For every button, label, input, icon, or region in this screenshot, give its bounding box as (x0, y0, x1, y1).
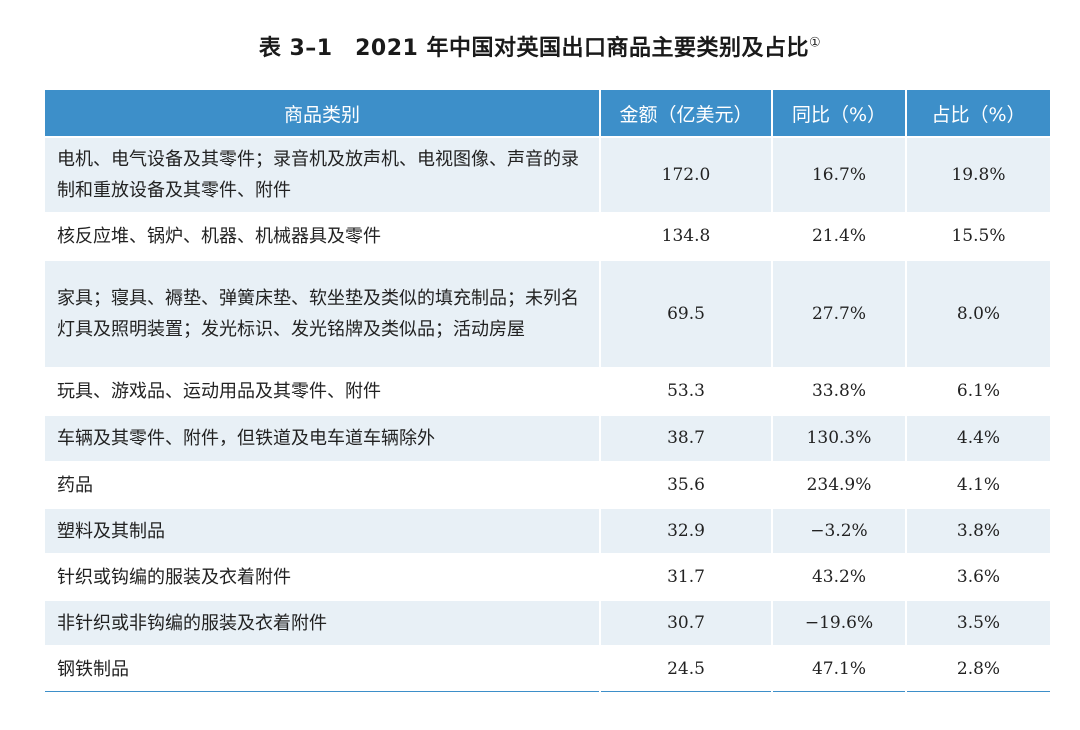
table-row: 针织或钩编的服装及衣着附件 31.7 43.2% 3.6% (45, 553, 1050, 600)
cell-share: 4.1% (905, 461, 1050, 508)
header-share: 占比（%） (905, 90, 1050, 137)
cell-share: 3.8% (905, 507, 1050, 554)
cell-amount: 69.5 (599, 259, 772, 368)
cell-amount: 30.7 (599, 599, 772, 646)
cell-amount: 38.7 (599, 414, 772, 462)
cell-yoy: 16.7% (771, 136, 906, 213)
cell-amount: 134.8 (599, 212, 772, 260)
cell-category: 核反应堆、锅炉、机器、机械器具及零件 (45, 212, 600, 260)
cell-share: 6.1% (905, 367, 1050, 415)
table-row: 玩具、游戏品、运动用品及其零件、附件 53.3 33.8% 6.1% (45, 367, 1050, 415)
header-amount: 金额（亿美元） (599, 90, 772, 137)
cell-category: 车辆及其零件、附件，但铁道及电车道车辆除外 (45, 414, 600, 462)
export-categories-table: 商品类别 金额（亿美元） 同比（%） 占比（%） 电机、电气设备及其零件；录音机… (45, 90, 1050, 692)
cell-category: 非针织或非钩编的服装及衣着附件 (45, 599, 600, 646)
table-row: 非针织或非钩编的服装及衣着附件 30.7 −19.6% 3.5% (45, 599, 1050, 646)
cell-yoy: 130.3% (771, 414, 906, 462)
title-text: 表 3–1 2021 年中国对英国出口商品主要类别及占比 (258, 36, 809, 61)
cell-amount: 35.6 (599, 461, 772, 508)
table-row: 车辆及其零件、附件，但铁道及电车道车辆除外 38.7 130.3% 4.4% (45, 414, 1050, 462)
header-category: 商品类别 (45, 90, 600, 137)
cell-yoy: 234.9% (771, 461, 906, 508)
cell-category: 钢铁制品 (45, 645, 600, 692)
cell-share: 2.8% (905, 645, 1050, 692)
cell-yoy: −19.6% (771, 599, 906, 646)
cell-category: 药品 (45, 461, 600, 508)
cell-category: 塑料及其制品 (45, 507, 600, 554)
table-row: 药品 35.6 234.9% 4.1% (45, 461, 1050, 508)
cell-share: 8.0% (905, 259, 1050, 368)
table-header-row: 商品类别 金额（亿美元） 同比（%） 占比（%） (45, 90, 1050, 137)
cell-amount: 24.5 (599, 645, 772, 692)
cell-amount: 53.3 (599, 367, 772, 415)
table-row: 家具；寝具、褥垫、弹簧床垫、软坐垫及类似的填充制品；未列名灯具及照明装置；发光标… (45, 259, 1050, 368)
cell-amount: 32.9 (599, 507, 772, 554)
table-row: 电机、电气设备及其零件；录音机及放声机、电视图像、声音的录制和重放设备及其零件、… (45, 136, 1050, 213)
cell-yoy: −3.2% (771, 507, 906, 554)
cell-yoy: 47.1% (771, 645, 906, 692)
table-row: 核反应堆、锅炉、机器、机械器具及零件 134.8 21.4% 15.5% (45, 212, 1050, 260)
cell-category: 针织或钩编的服装及衣着附件 (45, 553, 600, 600)
cell-category: 电机、电气设备及其零件；录音机及放声机、电视图像、声音的录制和重放设备及其零件、… (45, 136, 600, 213)
cell-share: 15.5% (905, 212, 1050, 260)
table-row: 钢铁制品 24.5 47.1% 2.8% (45, 645, 1050, 692)
title-footnote-marker: ① (809, 35, 822, 51)
cell-category: 玩具、游戏品、运动用品及其零件、附件 (45, 367, 600, 415)
cell-share: 19.8% (905, 136, 1050, 213)
header-yoy: 同比（%） (771, 90, 906, 137)
table-row: 塑料及其制品 32.9 −3.2% 3.8% (45, 507, 1050, 554)
cell-yoy: 27.7% (771, 259, 906, 368)
cell-amount: 31.7 (599, 553, 772, 600)
cell-share: 3.5% (905, 599, 1050, 646)
cell-yoy: 33.8% (771, 367, 906, 415)
table-title: 表 3–1 2021 年中国对英国出口商品主要类别及占比① (0, 30, 1080, 62)
cell-amount: 172.0 (599, 136, 772, 213)
cell-yoy: 21.4% (771, 212, 906, 260)
cell-share: 4.4% (905, 414, 1050, 462)
cell-category: 家具；寝具、褥垫、弹簧床垫、软坐垫及类似的填充制品；未列名灯具及照明装置；发光标… (45, 259, 600, 368)
cell-share: 3.6% (905, 553, 1050, 600)
cell-yoy: 43.2% (771, 553, 906, 600)
